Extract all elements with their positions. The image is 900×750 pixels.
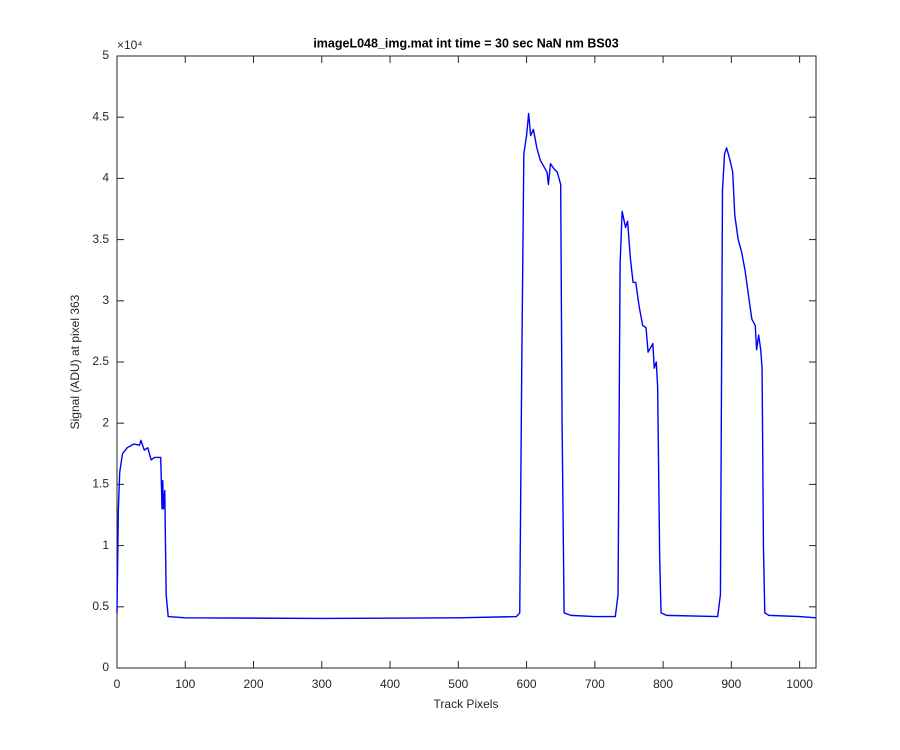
x-tick-label: 500 [448, 677, 468, 691]
data-line [116, 112, 817, 620]
x-tick-label: 0 [114, 677, 121, 691]
plot-area [116, 55, 817, 669]
y-tick-label: 3 [102, 293, 109, 307]
y-tick-label: 4 [102, 171, 109, 185]
y-exponent: ×10⁴ [117, 38, 143, 52]
x-axis-label: Track Pixels [434, 697, 499, 711]
x-tick-label: 700 [585, 677, 605, 691]
x-tick-label: 300 [312, 677, 332, 691]
y-tick-label: 2.5 [92, 354, 109, 368]
y-tick-label: 0.5 [92, 599, 109, 613]
x-tick-label: 400 [380, 677, 400, 691]
y-tick-label: 1 [102, 538, 109, 552]
x-tick-label: 1000 [786, 677, 813, 691]
y-tick-label: 3.5 [92, 232, 109, 246]
y-tick-label: 2 [102, 415, 109, 429]
x-tick-label: 200 [244, 677, 264, 691]
y-tick-label: 1.5 [92, 477, 109, 491]
x-tick-label: 600 [517, 677, 537, 691]
y-axis-label: Signal (ADU) at pixel 363 [68, 294, 82, 429]
x-tick-label: 800 [653, 677, 673, 691]
x-tick-label: 100 [175, 677, 195, 691]
y-tick-label: 0 [102, 660, 109, 674]
y-tick-label: 4.5 [92, 109, 109, 123]
chart-title: imageL048_img.mat int time = 30 sec NaN … [313, 36, 618, 50]
y-tick-label: 5 [102, 48, 109, 62]
x-tick-label: 900 [721, 677, 741, 691]
